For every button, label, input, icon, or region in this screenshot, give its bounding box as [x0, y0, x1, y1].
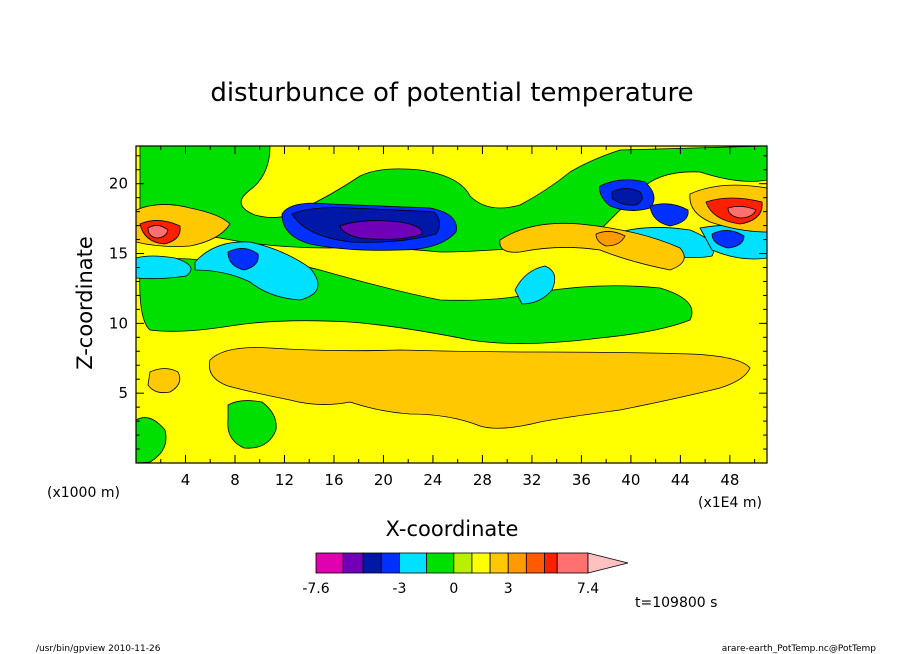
- blue-right-mid: [649, 203, 689, 227]
- x-tick-label: 28: [473, 471, 492, 489]
- colorbar-cell: [362, 552, 382, 574]
- chart-title: disturbunce of potential temperature: [210, 78, 693, 108]
- x-tick-label: 40: [621, 471, 640, 489]
- pink-left-edge: [147, 225, 169, 239]
- colorbar-cell: [544, 552, 558, 574]
- y-axis-unit: (x1000 m): [47, 485, 120, 501]
- x-tick-label: 4: [181, 471, 191, 489]
- blue-right-low: [711, 230, 745, 249]
- colorbar-cell: [489, 552, 509, 574]
- y-axis-label: Z-coordinate: [73, 236, 97, 370]
- colorbar-tick-label: 3: [504, 581, 513, 597]
- purple-center: [339, 220, 423, 240]
- navy-right-upper: [611, 188, 643, 206]
- footer-right: arare-earth_PotTemp.nc@PotTemp: [722, 644, 877, 654]
- colorbar: -7.6 -3 0 3 7.4: [302, 552, 629, 597]
- pink-right-edge: [727, 206, 757, 219]
- x-tick-label: 32: [522, 471, 541, 489]
- y-tick-label: 5: [118, 384, 128, 402]
- cyan-band-left: [194, 241, 319, 301]
- x-tick-label: 8: [230, 471, 240, 489]
- orange-right-core: [595, 231, 626, 247]
- green-patch-lower-left: [227, 400, 277, 449]
- x-axis-label: X-coordinate: [386, 517, 519, 541]
- colorbar-tick-label: -7.6: [302, 581, 329, 597]
- blue-left-blob: [227, 248, 259, 271]
- colorbar-tick-label: 7.4: [577, 581, 599, 597]
- cyan-left-edge: [136, 255, 192, 280]
- time-label: t=109800 s: [635, 595, 717, 611]
- x-tick-label: 36: [572, 471, 591, 489]
- orange-right-band: [499, 222, 685, 271]
- orange-patch-left: [147, 368, 181, 394]
- x-axis-unit: (x1E4 m): [698, 495, 762, 511]
- colorbar-cell: [507, 552, 527, 574]
- colorbar-tick-label: 0: [449, 581, 458, 597]
- colorbar-cell: [342, 552, 364, 574]
- y-tick-label: 15: [109, 245, 128, 263]
- footer-left: /usr/bin/gpview 2010-11-26: [36, 644, 161, 654]
- x-tick-label: 12: [275, 471, 294, 489]
- y-tick-label: 10: [109, 314, 128, 332]
- plot-frame: [135, 145, 768, 464]
- x-tick-label: 24: [423, 471, 442, 489]
- colorbar-cell: [426, 552, 455, 574]
- x-tick-label: 48: [720, 471, 739, 489]
- x-tick-label: 16: [324, 471, 343, 489]
- colorbar-cell: [399, 552, 428, 574]
- plot-area: [136, 146, 767, 463]
- colorbar-cell: [471, 552, 491, 574]
- colorbar-cell: [525, 552, 545, 574]
- green-patch-edge: [136, 417, 167, 463]
- cyan-patch-mid: [514, 265, 556, 305]
- colorbar-cell: [380, 552, 400, 574]
- colorbar-cell: [556, 552, 589, 574]
- colorbar-tick-label: -3: [392, 581, 406, 597]
- colorbar-extend-arrow: [587, 552, 629, 574]
- x-tick-label: 44: [671, 471, 690, 489]
- colorbar-cell: [315, 552, 344, 574]
- orange-band-lower: [209, 347, 751, 429]
- colorbar-cell: [453, 552, 473, 574]
- x-tick-label: 20: [374, 471, 393, 489]
- y-tick-label: 20: [109, 175, 128, 193]
